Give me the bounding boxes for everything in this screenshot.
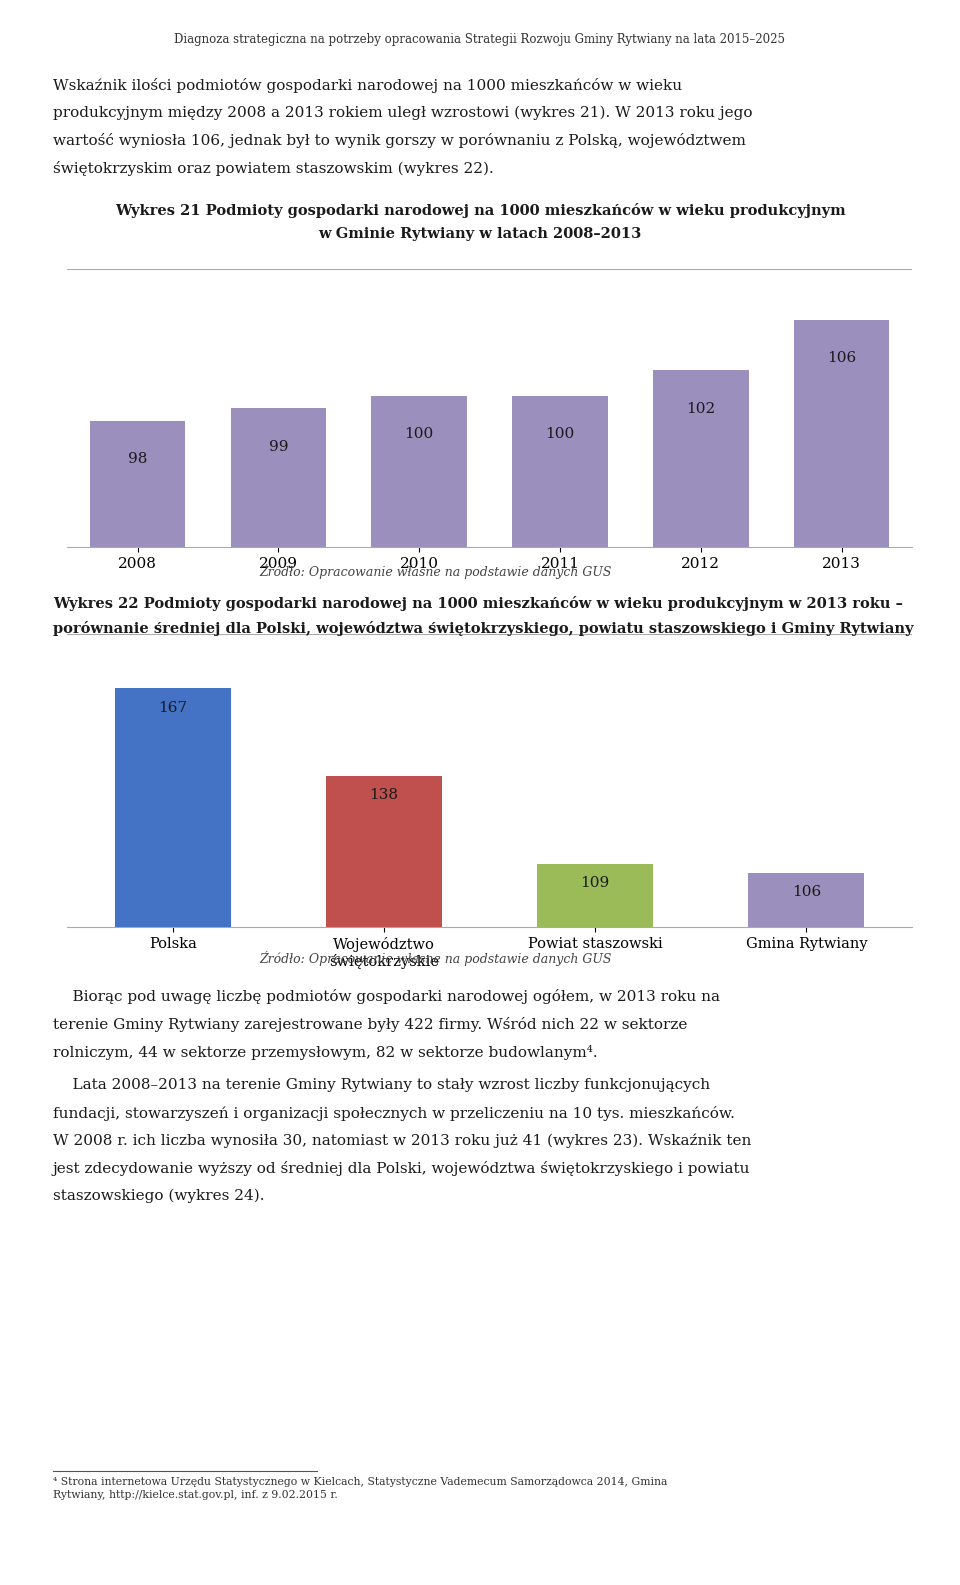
Text: Diagnoza strategiczna na potrzeby opracowania Strategii Rozwoju Gminy Rytwiany n: Diagnoza strategiczna na potrzeby opraco… [175,33,785,46]
Text: świętokrzyskim oraz powiatem staszowskim (wykres 22).: świętokrzyskim oraz powiatem staszowskim… [53,160,493,176]
Text: w Gminie Rytwiany w latach 2008–2013: w Gminie Rytwiany w latach 2008–2013 [319,227,641,241]
Text: 102: 102 [686,403,715,415]
Text: 100: 100 [404,426,434,441]
Text: 167: 167 [158,701,187,715]
Text: jest zdecydowanie wyższy od średniej dla Polski, województwa świętokrzyskiego i : jest zdecydowanie wyższy od średniej dla… [53,1160,751,1176]
Text: Wykres 21 Podmioty gospodarki narodowej na 1000 mieszkańców w wieku produkcyjnym: Wykres 21 Podmioty gospodarki narodowej … [114,203,846,217]
Text: porównanie średniej dla Polski, województwa świętokrzyskiego, powiatu staszowski: porównanie średniej dla Polski, wojewódz… [53,620,913,636]
Text: Wskaźnik ilości podmiotów gospodarki narodowej na 1000 mieszkańców w wieku: Wskaźnik ilości podmiotów gospodarki nar… [53,78,682,92]
Bar [115,688,230,1194]
Bar [89,420,185,1585]
Text: Wykres 22 Podmioty gospodarki narodowej na 1000 mieszkańców w wieku produkcyjnym: Wykres 22 Podmioty gospodarki narodowej … [53,596,902,610]
Bar [325,777,442,1194]
Bar [230,407,326,1585]
Text: rolniczym, 44 w sektorze przemysłowym, 82 w sektorze budowlanym⁴.: rolniczym, 44 w sektorze przemysłowym, 8… [53,1045,597,1059]
Bar [538,864,654,1194]
Text: Rytwiany, http://kielce.stat.gov.pl, inf. z 9.02.2015 r.: Rytwiany, http://kielce.stat.gov.pl, inf… [53,1490,338,1499]
Bar [512,396,608,1585]
Text: 98: 98 [128,452,147,466]
Text: Źródło: Opracowanie własne na podstawie danych GUS: Źródło: Opracowanie własne na podstawie … [259,951,612,965]
Text: 106: 106 [827,352,856,366]
Text: 109: 109 [581,877,610,889]
Text: 99: 99 [269,439,288,453]
Bar [749,873,864,1194]
Text: 100: 100 [545,426,575,441]
Bar [794,320,890,1585]
Bar [372,396,468,1585]
Text: staszowskiego (wykres 24).: staszowskiego (wykres 24). [53,1189,264,1203]
Text: Źródło: Opracowanie własne na podstawie danych GUS: Źródło: Opracowanie własne na podstawie … [259,564,612,579]
Text: wartość wyniosła 106, jednak był to wynik gorszy w porównaniu z Polską, wojewódz: wartość wyniosła 106, jednak był to wyni… [53,133,746,147]
Bar [653,371,749,1585]
Text: Biorąc pod uwagę liczbę podmiotów gospodarki narodowej ogółem, w 2013 roku na: Biorąc pod uwagę liczbę podmiotów gospod… [53,989,720,1003]
Text: ⁴ Strona internetowa Urzędu Statystycznego w Kielcach, Statystyczne Vademecum Sa: ⁴ Strona internetowa Urzędu Statystyczne… [53,1477,667,1487]
Text: fundacji, stowarzyszeń i organizacji społecznych w przeliczeniu na 10 tys. miesz: fundacji, stowarzyszeń i organizacji spo… [53,1106,734,1121]
Text: terenie Gminy Rytwiany zarejestrowane były 422 firmy. Wśród nich 22 w sektorze: terenie Gminy Rytwiany zarejestrowane by… [53,1018,687,1032]
Text: W 2008 r. ich liczba wynosiła 30, natomiast w 2013 roku już 41 (wykres 23). Wska: W 2008 r. ich liczba wynosiła 30, natomi… [53,1133,751,1148]
Text: Lata 2008–2013 na terenie Gminy Rytwiany to stały wzrost liczby funkcjonujących: Lata 2008–2013 na terenie Gminy Rytwiany… [53,1078,710,1092]
Text: 138: 138 [370,788,398,802]
Text: 106: 106 [792,884,821,899]
Text: produkcyjnym między 2008 a 2013 rokiem uległ wzrostowi (wykres 21). W 2013 roku : produkcyjnym między 2008 a 2013 rokiem u… [53,105,753,120]
